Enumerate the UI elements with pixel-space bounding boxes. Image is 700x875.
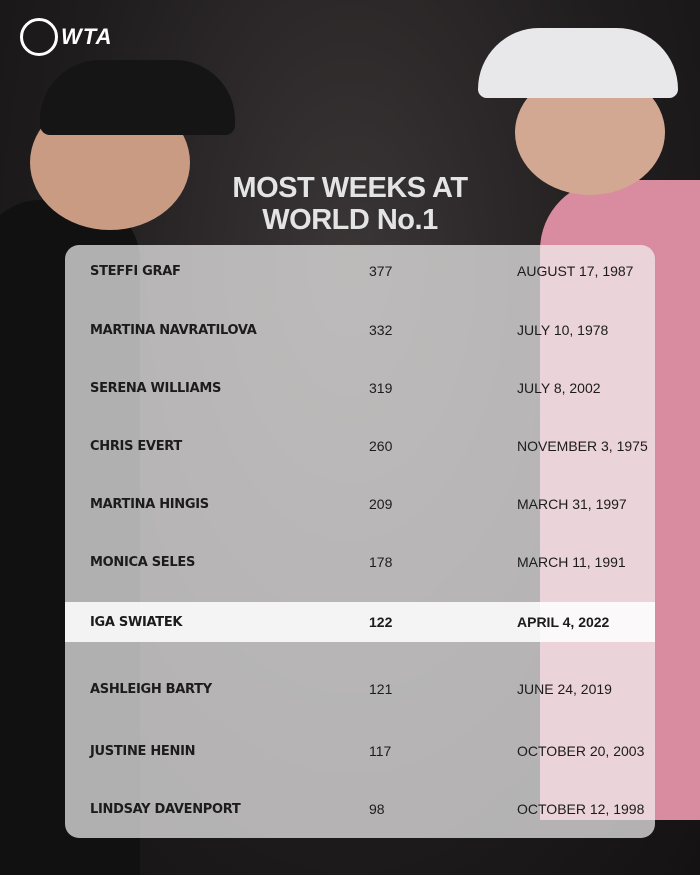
player-name: MARTINA NAVRATILOVA (90, 322, 257, 338)
table-row: LINDSAY DAVENPORT 98 OCTOBER 12, 1998 (65, 789, 655, 829)
first-date: MARCH 11, 1991 (517, 554, 626, 570)
wta-logo-icon (20, 18, 58, 56)
weeks-count: 121 (369, 681, 393, 697)
table-row: STEFFI GRAF 377 AUGUST 17, 1987 (65, 251, 655, 291)
first-date: JULY 10, 1978 (517, 322, 609, 338)
weeks-count: 332 (369, 322, 393, 338)
player-name: JUSTINE HENIN (90, 743, 196, 759)
weeks-count: 260 (369, 438, 393, 454)
table-row: CHRIS EVERT 260 NOVEMBER 3, 1975 (65, 426, 655, 466)
weeks-count: 319 (369, 380, 393, 396)
weeks-count: 178 (369, 554, 393, 570)
first-date: APRIL 4, 2022 (517, 614, 610, 630)
table-row: JUSTINE HENIN 117 OCTOBER 20, 2003 (65, 731, 655, 771)
player-name: MARTINA HINGIS (90, 496, 209, 512)
first-date: JUNE 24, 2019 (517, 681, 612, 697)
weeks-count: 377 (369, 263, 393, 279)
first-date: MARCH 31, 1997 (517, 496, 627, 512)
player-name: STEFFI GRAF (90, 263, 181, 279)
rankings-table: STEFFI GRAF 377 AUGUST 17, 1987 MARTINA NAV… (65, 245, 655, 838)
first-date: AUGUST 17, 1987 (517, 263, 634, 279)
table-row: MARTINA HINGIS 209 MARCH 31, 1997 (65, 484, 655, 524)
player-name: MONICA SELES (90, 554, 196, 570)
weeks-count: 209 (369, 496, 393, 512)
player-name: IGA SWIATEK (90, 614, 183, 630)
first-date: JULY 8, 2002 (517, 380, 601, 396)
right-player-cap (478, 28, 678, 98)
title-line-2: WORLD No.1 (262, 204, 438, 236)
player-name: ASHLEIGH BARTY (90, 681, 212, 697)
page-title: MOST WEEKS AT WORLD No.1 (0, 172, 700, 236)
table-row: ASHLEIGH BARTY 121 JUNE 24, 2019 (65, 669, 655, 709)
title-line-1: MOST WEEKS AT (232, 172, 468, 204)
weeks-count: 122 (369, 614, 393, 630)
table-row: MARTINA NAVRATILOVA 332 JULY 10, 1978 (65, 310, 655, 350)
left-player-cap (40, 60, 235, 135)
wta-logo-text: WTA (61, 24, 113, 49)
wta-logo: WTA (20, 18, 112, 56)
first-date: OCTOBER 12, 1998 (517, 801, 645, 817)
player-name: LINDSAY DAVENPORT (90, 801, 241, 817)
table-row: MONICA SELES 178 MARCH 11, 1991 (65, 542, 655, 582)
first-date: NOVEMBER 3, 1975 (517, 438, 648, 454)
first-date: OCTOBER 20, 2003 (517, 743, 645, 759)
weeks-count: 98 (369, 801, 385, 817)
table-row-highlighted: IGA SWIATEK 122 APRIL 4, 2022 (65, 602, 655, 642)
player-name: SERENA WILLIAMS (90, 380, 222, 396)
player-name: CHRIS EVERT (90, 438, 182, 454)
table-row: SERENA WILLIAMS 319 JULY 8, 2002 (65, 368, 655, 408)
weeks-count: 117 (369, 743, 392, 759)
